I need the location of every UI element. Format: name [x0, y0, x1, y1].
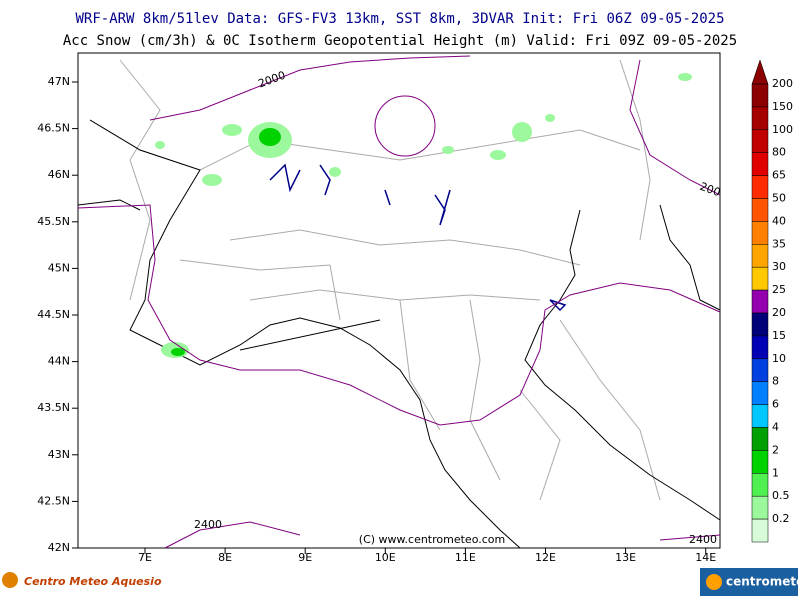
lat-label: 42.5N [37, 494, 70, 507]
legend-label: 65 [772, 169, 786, 182]
lat-label: 46.5N [37, 122, 70, 135]
lat-label: 44.5N [37, 308, 70, 321]
legend-label: 80 [772, 146, 786, 159]
legend-swatch [751, 473, 769, 497]
borders [89, 59, 661, 501]
lat-label: 46N [48, 168, 70, 181]
legend-swatch [751, 266, 769, 291]
legend-swatch [751, 358, 769, 382]
lon-label: 11E [455, 551, 476, 564]
lon-label: 7E [138, 551, 152, 564]
legend-swatch [751, 381, 769, 405]
legend-label: 4 [772, 421, 779, 434]
legend-swatch [751, 129, 769, 153]
lon-label: 14E [695, 551, 716, 564]
legend-swatch [751, 518, 769, 543]
legend-label: 20 [772, 306, 786, 319]
legend-swatch [751, 289, 769, 314]
contour-label: 2400 [689, 533, 717, 546]
legend-label: 25 [772, 283, 786, 296]
legend-swatch [751, 221, 769, 245]
legend-label: 40 [772, 214, 786, 227]
lon-label: 12E [535, 551, 556, 564]
legend-swatch [751, 152, 769, 176]
legend-swatch [751, 198, 769, 222]
legend-label: 0.2 [772, 512, 790, 525]
copyright: (C) www.centrometeo.com [359, 533, 505, 546]
lon-label: 9E [298, 551, 312, 564]
legend-swatch [751, 244, 769, 268]
header-line1: WRF-ARW 8km/51lev Data: GFS-FV3 13km, SS… [75, 11, 724, 27]
legend-label: 35 [772, 237, 786, 250]
coastline [77, 119, 721, 549]
header-line2: Acc Snow (cm/3h) & 0C Isotherm Geopotent… [63, 33, 737, 49]
right-logo: centrometeo [726, 575, 800, 589]
lat-label: 44N [48, 355, 70, 368]
right-logo-icon [706, 574, 722, 590]
footer: Centro Meteo Aquesio centrometeo [2, 568, 800, 596]
legend-label: 200 [772, 77, 793, 90]
legend-swatch [751, 312, 769, 337]
legend-label: 2 [772, 443, 779, 456]
legend-label: 100 [772, 123, 793, 136]
snow-areas [155, 73, 692, 358]
left-logo-icon [2, 572, 18, 588]
contour-label: 2400 [194, 518, 222, 531]
lon-label: 8E [218, 551, 232, 564]
legend-swatch [751, 175, 769, 199]
legend-arrow [751, 59, 769, 85]
legend-swatch [751, 404, 769, 428]
isotherm-contours [77, 55, 721, 549]
legend-swatch [751, 495, 769, 520]
legend-swatch [751, 106, 769, 131]
legend-swatch [751, 450, 769, 474]
legend-label: 15 [772, 329, 786, 342]
legend-label: 50 [772, 192, 786, 205]
legend-label: 6 [772, 398, 779, 411]
legend-swatch [751, 427, 769, 451]
legend-label: 1 [772, 466, 779, 479]
legend-label: 8 [772, 375, 779, 388]
map [77, 52, 721, 549]
lon-label: 10E [375, 551, 396, 564]
lat-label: 43N [48, 448, 70, 461]
map-frame [77, 52, 721, 549]
legend-label: 30 [772, 260, 786, 273]
lat-label: 47N [48, 75, 70, 88]
left-logo: Centro Meteo Aquesio [24, 575, 162, 588]
lat-label: 45.5N [37, 215, 70, 228]
legend-swatch [751, 335, 769, 360]
legend-label: 0.5 [772, 489, 790, 502]
lat-label: 43.5N [37, 401, 70, 414]
legend-swatch [751, 83, 769, 108]
legend-label: 10 [772, 352, 786, 365]
lat-label: 45N [48, 261, 70, 274]
legend-label: 150 [772, 100, 793, 113]
lon-label: 13E [615, 551, 636, 564]
lat-label: 42N [48, 541, 70, 554]
